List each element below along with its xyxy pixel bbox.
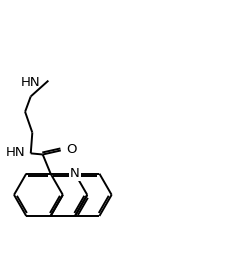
Text: O: O: [65, 143, 76, 156]
Text: HN: HN: [5, 146, 25, 159]
Text: HN: HN: [20, 76, 40, 89]
Text: N: N: [70, 167, 79, 180]
